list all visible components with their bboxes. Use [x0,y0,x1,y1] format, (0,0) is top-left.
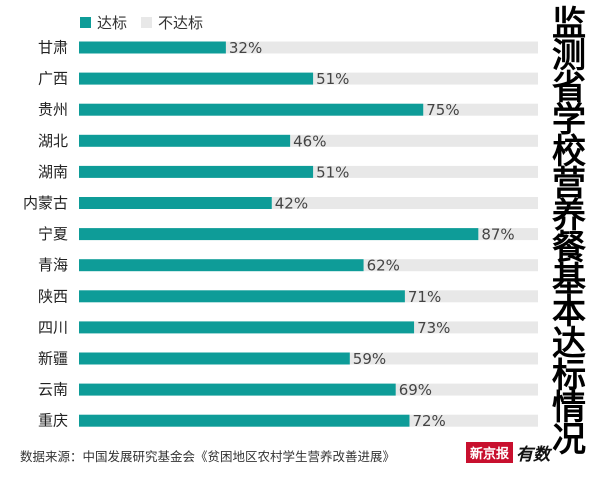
legend-swatch-not-met [141,17,153,28]
legend-label-met: 达标 [97,14,128,32]
data-label: 59% [353,350,386,368]
category-label: 陕西 [38,287,68,305]
bar-not-met [404,290,538,303]
category-label: 甘肃 [38,39,68,57]
bar-not-met [290,134,538,147]
bar-not-met [395,383,538,396]
data-label: 87% [481,226,514,244]
logo-brand: 新京报 [465,442,513,463]
bar-not-met [414,321,538,334]
bar-met [79,103,424,116]
bar-met [79,352,350,365]
bar-not-met [313,165,538,178]
bar-not-met [313,72,538,85]
brand-logo: 新京报 有数 [465,440,550,465]
bar-met [79,259,364,272]
data-label: 62% [367,257,400,275]
data-label: 51% [316,70,349,88]
data-label: 71% [408,288,441,306]
bar-met [79,228,479,241]
category-label: 内蒙古 [23,194,68,212]
bar-met [79,290,405,303]
data-label: 73% [417,319,450,337]
data-label: 42% [275,195,308,213]
legend: 达标 不达标 [80,12,203,33]
category-label: 湖北 [38,132,68,150]
category-label: 四川 [38,318,68,336]
data-label: 46% [293,132,326,150]
bar-met [79,383,396,396]
bar-not-met [478,228,538,241]
category-label: 广西 [38,70,68,88]
category-label: 云南 [38,381,68,399]
bar-not-met [363,259,538,272]
legend-item-not-met: 不达标 [141,12,203,33]
data-label: 75% [426,101,459,119]
legend-label-not-met: 不达标 [158,14,204,32]
bar-not-met [349,352,538,365]
bar-not-met [225,41,538,54]
chart-title: 监测省学校营养餐基本达标情况 [552,4,586,460]
bar-met [79,72,314,85]
category-label: 新疆 [38,350,68,368]
bar-met [79,197,272,209]
bar-not-met [409,414,538,427]
bar-not-met [423,103,538,116]
legend-item-met: 达标 [80,12,127,33]
data-label: 32% [229,39,262,57]
data-label: 69% [399,381,432,399]
data-label: 72% [412,412,445,430]
data-label: 51% [316,163,349,181]
logo-script: 有数 [516,445,550,465]
legend-swatch-met [80,17,91,28]
category-label: 宁夏 [38,225,68,243]
category-label: 重庆 [38,412,68,430]
bar-met [79,165,314,178]
category-label: 贵州 [38,101,68,119]
bar-met [79,321,415,334]
category-label: 湖南 [38,163,68,181]
bar-met [79,41,226,54]
source-note: 数据来源：中国发展研究基金会《贫困地区农村学生营养改善进展》 [20,449,396,464]
bar-met [79,134,291,147]
bar-not-met [271,197,538,209]
category-label: 青海 [38,256,68,274]
bar-met [79,414,410,427]
